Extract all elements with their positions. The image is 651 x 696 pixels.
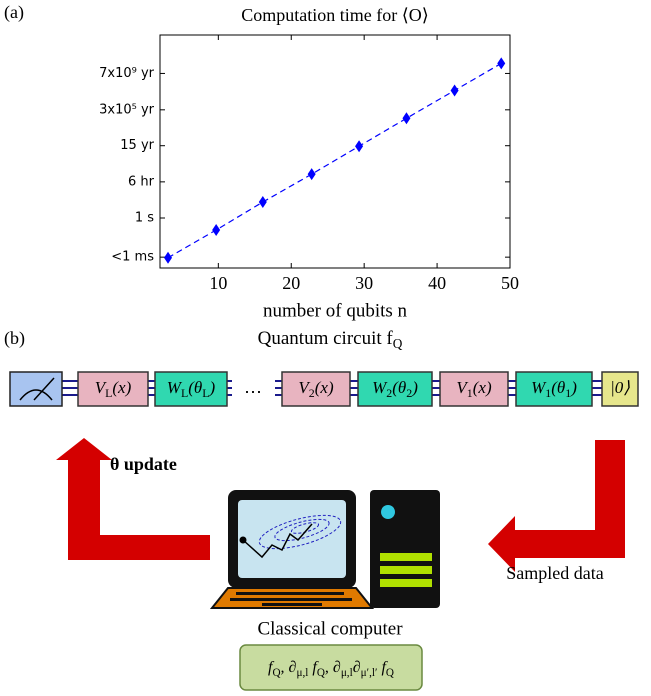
- subscript: L: [105, 386, 112, 400]
- subscript: Q: [272, 667, 280, 679]
- x-tick-label: 40: [428, 273, 446, 293]
- subscript: Q: [386, 667, 394, 679]
- text-part: (x): [112, 378, 131, 397]
- marker: [451, 84, 459, 96]
- text-part: |0⟩: [610, 378, 630, 397]
- gate-label: W1(θ1): [531, 378, 577, 400]
- ellipsis: ⋯: [244, 382, 262, 402]
- update-label: θ update: [110, 454, 177, 474]
- chart-title: Computation time for ⟨O⟩: [241, 5, 429, 25]
- sample-arrow: [488, 440, 625, 572]
- y-tick-label: 6 hr: [128, 174, 155, 189]
- gate-label: VL(x): [95, 378, 132, 400]
- x-axis-label: number of qubits n: [263, 300, 408, 321]
- text-part: ∂: [353, 659, 361, 676]
- panel-label: (b): [4, 328, 25, 349]
- panel-label: (a): [4, 2, 24, 23]
- circuit-title: Quantum circuit fQ: [258, 328, 403, 351]
- y-tick-label: <1 ms: [111, 250, 154, 265]
- subscript: μ′,l′: [361, 667, 378, 679]
- marker: [402, 112, 410, 124]
- x-tick-label: 50: [501, 273, 519, 293]
- gate-label: V2(x): [298, 378, 334, 400]
- text-part: Quantum circuit f: [258, 328, 394, 349]
- text-part: ): [411, 378, 418, 397]
- subscript: L: [181, 386, 188, 400]
- text-part: , ∂: [281, 659, 297, 676]
- x-tick-label: 20: [282, 273, 300, 293]
- subscript: Q: [393, 336, 403, 351]
- marker: [355, 140, 363, 152]
- sampled-label: Sampled data: [506, 563, 603, 583]
- text-part: (θ: [392, 378, 406, 397]
- figure: (a) (b) Computation time for ⟨O⟩ number …: [0, 0, 651, 696]
- y-tick-label: 15 yr: [120, 138, 154, 153]
- marker: [212, 224, 220, 236]
- marker: [308, 168, 316, 180]
- text-part: (θ: [188, 378, 202, 397]
- subscript: L: [202, 386, 209, 400]
- meter: [10, 372, 62, 406]
- marker: [164, 252, 172, 264]
- text-part: ): [209, 378, 216, 397]
- gate-label: |0⟩: [610, 378, 630, 397]
- marker: [497, 57, 505, 69]
- plot-frame: [160, 35, 510, 268]
- text-part: (x): [473, 378, 492, 397]
- gate-label: W2(θ2): [372, 378, 418, 400]
- subscript: μ,l: [341, 667, 353, 679]
- x-tick-label: 30: [355, 273, 373, 293]
- computer-label: Classical computer: [257, 618, 403, 639]
- marker: [259, 196, 267, 208]
- text-part: (θ: [551, 378, 565, 397]
- y-tick-label: 1 s: [135, 210, 154, 225]
- gate-label: V1(x): [456, 378, 492, 400]
- y-tick-label: 7x10⁹ yr: [99, 66, 155, 81]
- text-part: (x): [315, 378, 334, 397]
- computer-icon: [212, 490, 440, 608]
- x-tick-label: 10: [209, 273, 227, 293]
- subscript: Q: [317, 667, 325, 679]
- subscript: μ,l: [296, 667, 308, 679]
- y-tick-label: 3x10⁵ yr: [99, 102, 155, 117]
- text-part: , ∂: [325, 659, 341, 676]
- text-part: ): [570, 378, 577, 397]
